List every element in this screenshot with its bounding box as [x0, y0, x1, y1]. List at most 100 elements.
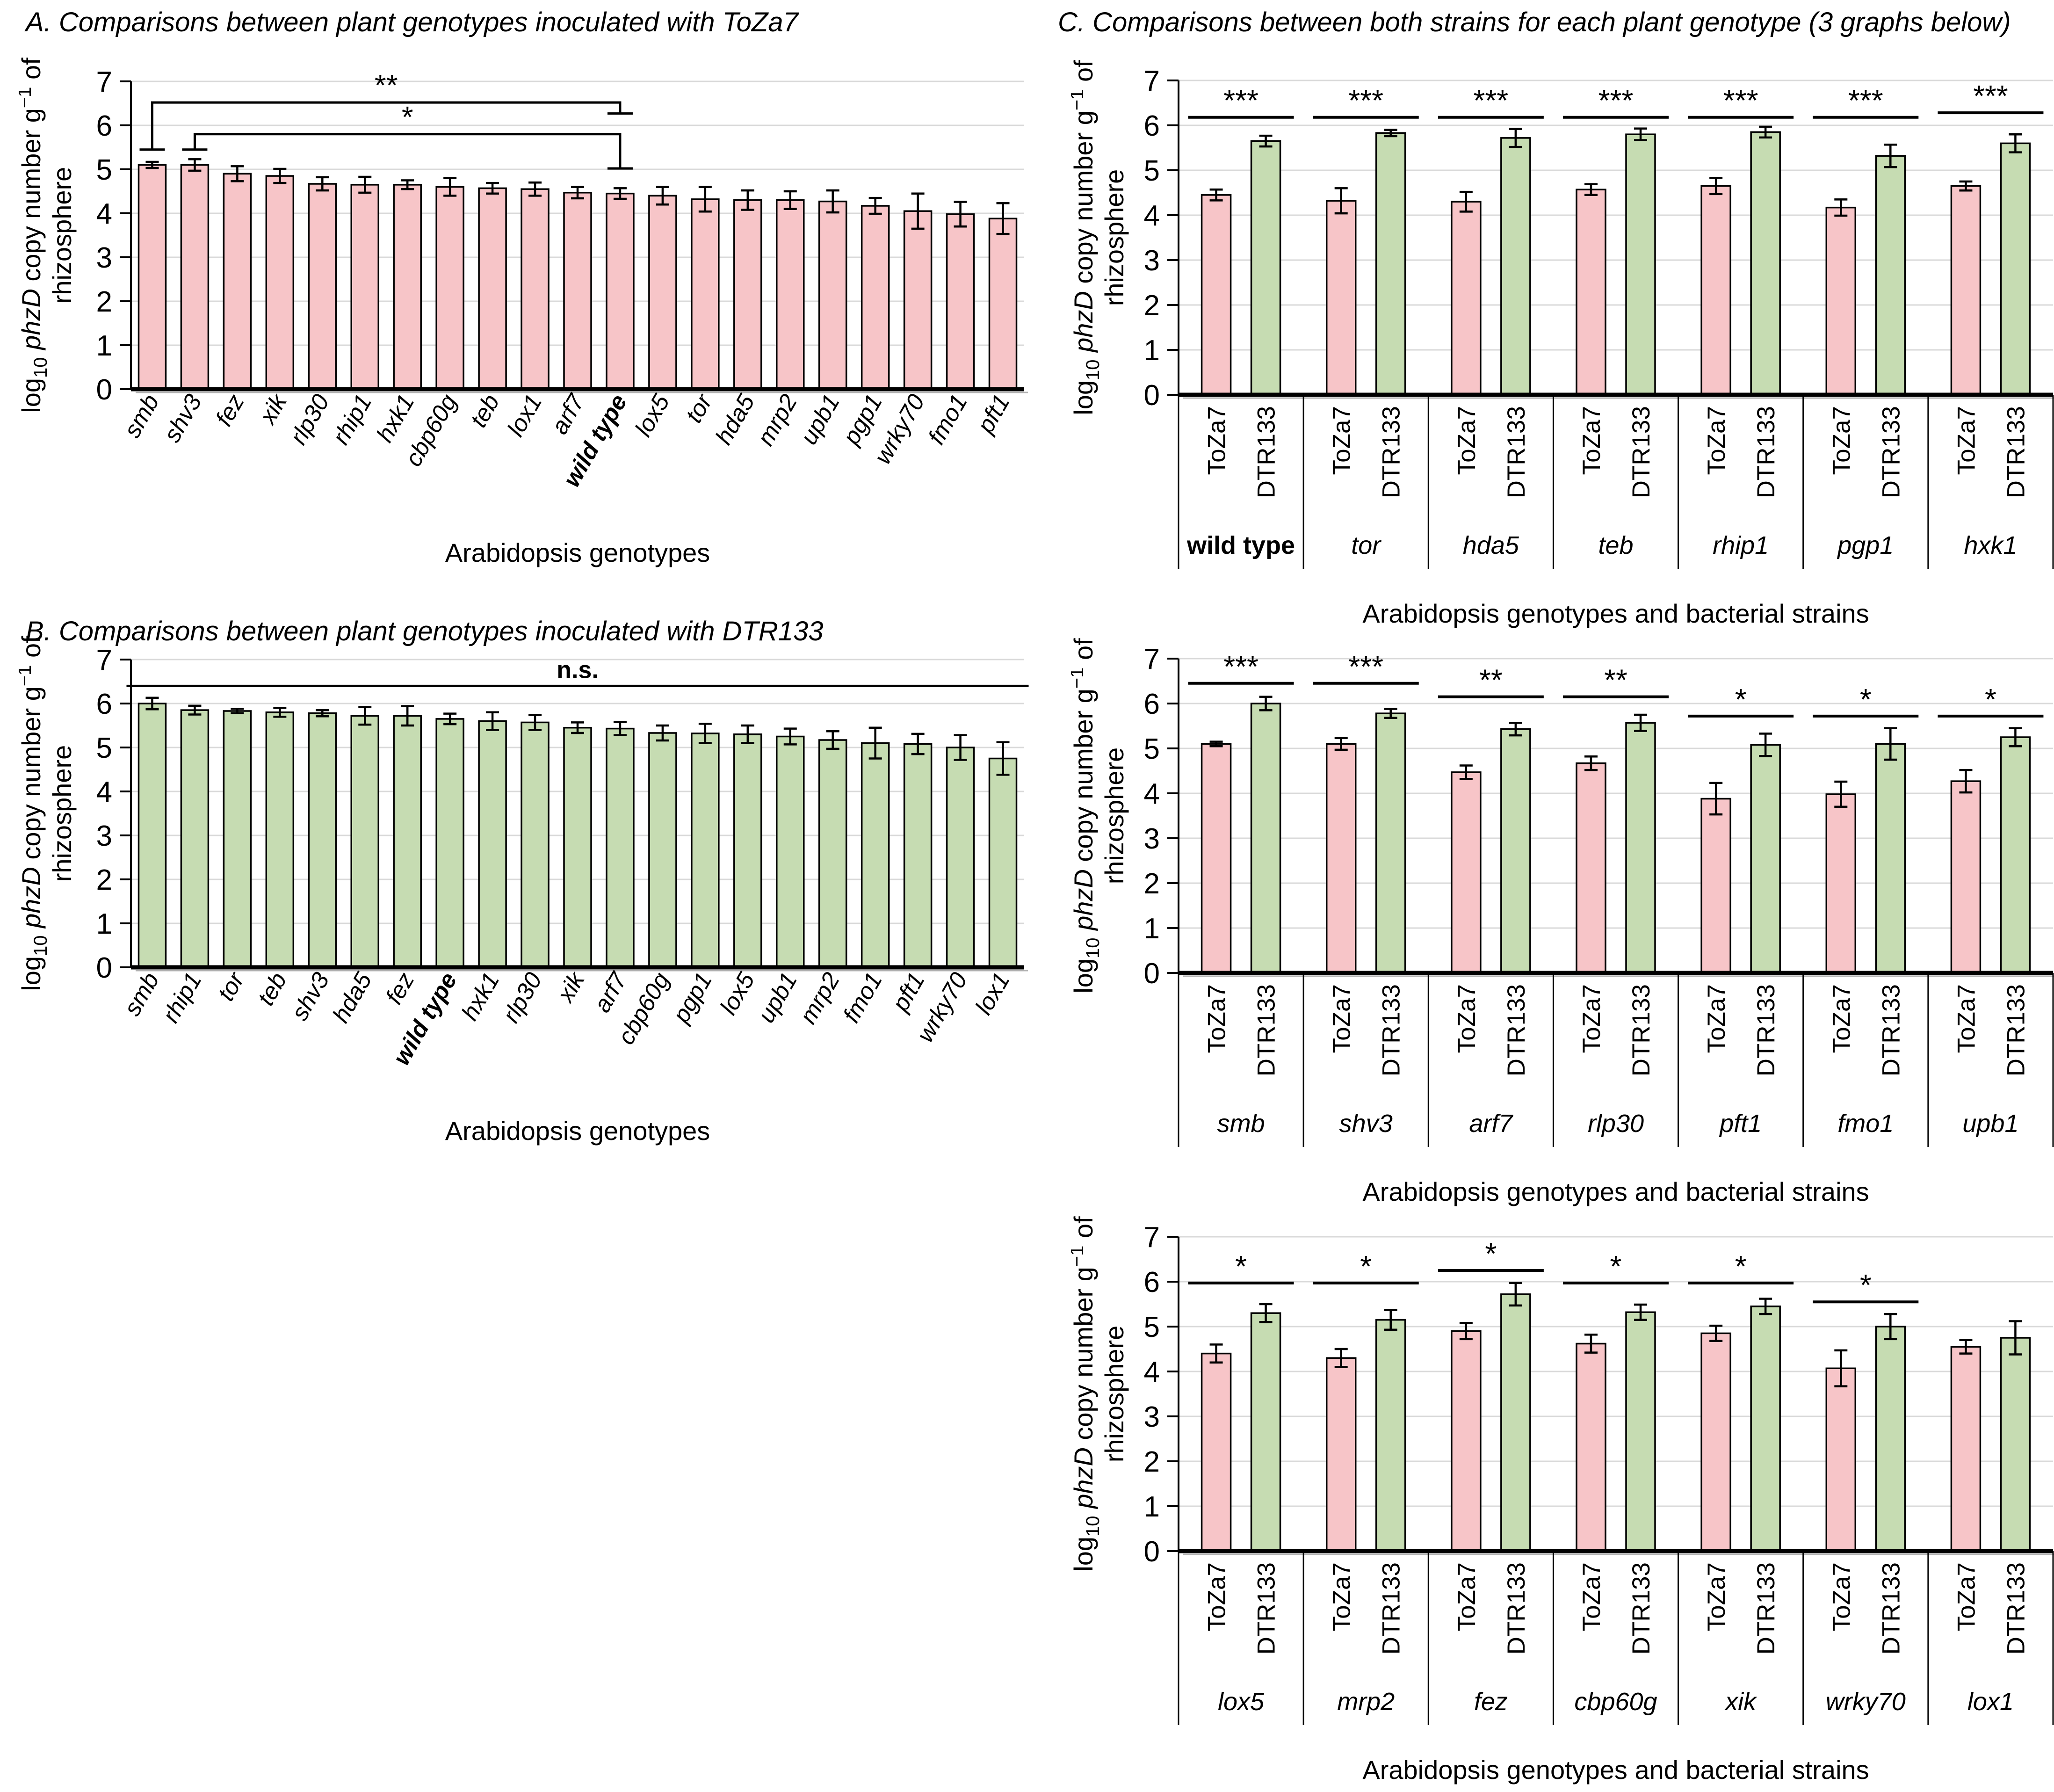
- bar-arf7-DTR133: [1500, 728, 1531, 974]
- chart-panel-c3: 0 1 2 3 4 5 6 7 log10 phzD copy number g−1 of rhi…: [1067, 1201, 2054, 1792]
- genotype-label-pft1: pft1: [1719, 1110, 1762, 1138]
- strain-label-fez-DTR133: DTR133: [1503, 1562, 1530, 1654]
- xtick-label-fmo1: fmo1: [838, 968, 887, 1027]
- genotype-label-shv3: shv3: [1339, 1110, 1393, 1138]
- bar-pft1-DTR133: [1750, 744, 1781, 974]
- bar-cbp60g-DTR133: [1625, 1311, 1656, 1552]
- bar-lox5-DTR133: [1250, 1312, 1281, 1552]
- strain-label-smb-ToZa7: ToZa7: [1203, 984, 1231, 1053]
- xtick-label-lox1: lox1: [970, 968, 1015, 1019]
- y-axis-label-line2: rhizosphere: [1099, 1326, 1129, 1463]
- xtick-label-fmo1: fmo1: [923, 390, 972, 449]
- y-tick-label-4: 4: [1144, 1356, 1160, 1388]
- strain-label-tor-ToZa7: ToZa7: [1328, 406, 1356, 475]
- xtick-label-xik: xik: [551, 967, 590, 1008]
- sig-label-wrky70: *: [1860, 1268, 1872, 1302]
- y-tick-label-3: 3: [1144, 823, 1160, 855]
- y-axis-label-line2: rhizosphere: [1099, 169, 1129, 306]
- bar-shv3-ToZa7: [180, 164, 210, 390]
- bar-pgp1-ToZa7: [1825, 206, 1857, 396]
- bar-tor-ToZa7: [1325, 200, 1357, 396]
- y-tick-label-0: 0: [1144, 379, 1160, 412]
- y-tick-label-2: 2: [1144, 868, 1160, 900]
- xtick-label-tor: tor: [212, 967, 250, 1005]
- chart-svg-C2: 0 1 2 3 4 5 6 7 log10 phzD copy number g−1 ofrhi…: [1067, 638, 2054, 1206]
- strain-label-arf7-ToZa7: ToZa7: [1453, 984, 1481, 1053]
- genotype-label-tor: tor: [1351, 531, 1381, 559]
- xtick-label-pft1: pft1: [971, 390, 1015, 438]
- chart-svg-C3: 0 1 2 3 4 5 6 7 log10 phzD copy number g−1 ofrhi…: [1067, 1216, 2054, 1785]
- bar-rhip1-ToZa7: [350, 184, 379, 390]
- strain-label-fez-ToZa7: ToZa7: [1453, 1562, 1481, 1631]
- bar-xik-DTR133: [563, 726, 592, 968]
- y-axis-label-line2: rhizosphere: [47, 745, 77, 882]
- chart-panel-c2: 0 1 2 3 4 5 6 7 log10 phzD copy number g−1 of rhi…: [1067, 623, 2054, 1217]
- y-tick-label-4: 4: [96, 198, 112, 230]
- xtick-label-tor: tor: [680, 389, 717, 427]
- sig-label-lox5: *: [1235, 1249, 1247, 1283]
- bar-rlp30-ToZa7: [1576, 762, 1606, 974]
- genotype-label-upb1: upb1: [1962, 1110, 2018, 1138]
- xtick-label-lox5: lox5: [629, 389, 674, 441]
- bar-pgp1-DTR133: [1875, 155, 1906, 396]
- y-tick-label-3: 3: [96, 820, 112, 852]
- bar-mrp2-ToZa7: [1325, 1357, 1357, 1552]
- bar-mrp2-ToZa7: [776, 199, 805, 390]
- y-tick-label-1: 1: [1144, 913, 1160, 945]
- bar-wild type-DTR133: [435, 718, 464, 968]
- strain-label-upb1-ToZa7: ToZa7: [1953, 984, 1980, 1053]
- strain-label-lox5-ToZa7: ToZa7: [1203, 1562, 1231, 1631]
- bar-lox5-ToZa7: [648, 195, 677, 390]
- bar-upb1-DTR133: [776, 735, 805, 968]
- sig-label-teb: ***: [1598, 84, 1634, 117]
- strain-label-shv3-DTR133: DTR133: [1378, 984, 1405, 1076]
- xtick-label-rlp30: rlp30: [498, 968, 547, 1027]
- strain-label-tor-DTR133: DTR133: [1378, 406, 1405, 498]
- bar-pgp1-DTR133: [691, 733, 720, 968]
- bar-xik-ToZa7: [1700, 1332, 1731, 1552]
- bar-lox1-DTR133: [2000, 1337, 2031, 1552]
- y-tick-label-4: 4: [96, 776, 112, 808]
- strain-label-xik-DTR133: DTR133: [1752, 1562, 1780, 1654]
- xtick-label-rhip1: rhip1: [157, 968, 207, 1027]
- bar-teb-DTR133: [1625, 133, 1656, 396]
- strain-label-upb1-DTR133: DTR133: [2002, 984, 2030, 1076]
- bar-shv3-ToZa7: [1325, 743, 1357, 974]
- xtick-label-fez: fez: [210, 390, 249, 430]
- strain-label-shv3-ToZa7: ToZa7: [1328, 984, 1356, 1053]
- sig-bracket-0: [139, 101, 633, 151]
- y-tick-label-0: 0: [96, 952, 112, 984]
- strain-label-rlp30-ToZa7: ToZa7: [1578, 984, 1606, 1053]
- bar-wrky70-ToZa7: [903, 210, 933, 390]
- xtick-label-smb: smb: [118, 390, 164, 442]
- bar-xik-DTR133: [1750, 1306, 1781, 1552]
- genotype-label-rhip1: rhip1: [1713, 531, 1769, 559]
- bar-upb1-ToZa7: [1950, 780, 1982, 974]
- genotype-label-wild type: wild type: [1186, 531, 1295, 559]
- genotype-label-rlp30: rlp30: [1588, 1110, 1644, 1138]
- bar-teb-ToZa7: [1576, 189, 1606, 396]
- bar-teb-ToZa7: [478, 187, 507, 390]
- bar-shv3-DTR133: [308, 712, 337, 968]
- strain-label-fmo1-DTR133: DTR133: [1877, 984, 1905, 1076]
- y-tick-label-2: 2: [96, 286, 112, 318]
- bar-cbp60g-ToZa7: [435, 186, 464, 390]
- y-tick-label-2: 2: [1144, 1446, 1160, 1478]
- genotype-label-smb: smb: [1217, 1110, 1265, 1138]
- sig-label-rhip1: ***: [1723, 84, 1758, 117]
- bar-arf7-ToZa7: [563, 192, 592, 390]
- xtick-label-hxk1: hxk1: [456, 968, 504, 1025]
- bar-wild type-ToZa7: [606, 192, 635, 390]
- sig-label-rlp30: **: [1604, 663, 1627, 697]
- bar-hda5-ToZa7: [1451, 201, 1482, 396]
- y-tick-label-0: 0: [1144, 1536, 1160, 1568]
- y-tick-label-2: 2: [96, 864, 112, 896]
- bar-lox5-DTR133: [733, 733, 762, 968]
- strain-label-mrp2-ToZa7: ToZa7: [1328, 1562, 1356, 1631]
- bar-smb-DTR133: [137, 703, 167, 968]
- y-axis-label-line1: log10 phzD copy number g−1 of: [19, 58, 51, 413]
- strain-label-xik-ToZa7: ToZa7: [1703, 1562, 1730, 1631]
- y-axis-label-line1: log10 phzD copy number g−1 of: [1071, 60, 1103, 415]
- genotype-label-lox5: lox5: [1218, 1688, 1265, 1716]
